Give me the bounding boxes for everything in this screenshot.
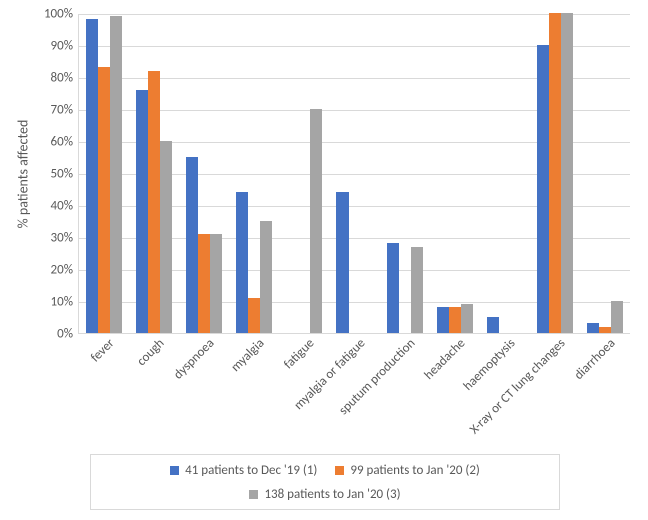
category: myalgia xyxy=(229,14,279,333)
category: headache xyxy=(430,14,480,333)
y-tick-label: 0% xyxy=(57,327,79,342)
y-tick-label: 70% xyxy=(51,103,79,118)
category: fatigue xyxy=(279,14,329,333)
bar xyxy=(449,307,461,333)
y-tick-label: 50% xyxy=(51,167,79,182)
category: cough xyxy=(129,14,179,333)
bar xyxy=(98,67,110,333)
y-tick-label: 30% xyxy=(51,231,79,246)
x-tick-label: headache xyxy=(418,333,468,383)
bar xyxy=(236,192,248,333)
y-tick-label: 100% xyxy=(44,7,79,22)
legend-item: 138 patients to Jan '20 (3) xyxy=(249,487,400,502)
bar xyxy=(537,45,549,333)
bar xyxy=(437,307,449,333)
legend-label: 41 patients to Dec '19 (1) xyxy=(185,463,317,478)
x-tick-label: fever xyxy=(85,333,117,365)
x-tick-label: diarrhoea xyxy=(569,333,619,383)
bar xyxy=(587,323,599,333)
x-tick-label: fatigue xyxy=(279,333,318,372)
y-axis-title: % patients affected xyxy=(15,120,32,229)
bars-container: fevercoughdyspnoeamyalgiafatiguemyalgia … xyxy=(79,14,630,333)
bar xyxy=(310,109,322,333)
bar xyxy=(487,317,499,333)
y-tick-label: 10% xyxy=(51,295,79,310)
y-tick-label: 20% xyxy=(51,263,79,278)
bar xyxy=(248,298,260,333)
bar xyxy=(549,13,561,333)
category: myalgia or fatigue xyxy=(329,14,379,333)
x-tick-label: myalgia xyxy=(226,333,268,375)
plot-area: 0%10%20%30%40%50%60%70%80%90%100%feverco… xyxy=(78,14,630,334)
category: X-ray or CT lung changes xyxy=(530,14,580,333)
legend-swatch xyxy=(170,466,179,475)
category: sputum production xyxy=(380,14,430,333)
bar xyxy=(148,71,160,333)
y-tick-label: 40% xyxy=(51,199,79,214)
bar xyxy=(186,157,198,333)
bar xyxy=(198,234,210,333)
x-tick-label: dyspnoea xyxy=(168,333,217,382)
bar xyxy=(210,234,222,333)
y-tick-label: 60% xyxy=(51,135,79,150)
bar xyxy=(387,243,399,333)
legend: 41 patients to Dec '19 (1) 99 patients to… xyxy=(90,454,560,510)
bar xyxy=(136,90,148,333)
bar xyxy=(336,192,348,333)
legend-item: 99 patients to Jan '20 (2) xyxy=(335,463,479,478)
x-tick-label: cough xyxy=(131,333,167,369)
bar xyxy=(160,141,172,333)
bar xyxy=(260,221,272,333)
bar xyxy=(411,247,423,333)
category: diarrhoea xyxy=(580,14,630,333)
legend-swatch xyxy=(335,466,344,475)
symptoms-bar-chart: 0%10%20%30%40%50%60%70%80%90%100%feverco… xyxy=(0,0,648,520)
category: fever xyxy=(79,14,129,333)
category: haemoptysis xyxy=(480,14,530,333)
legend-item: 41 patients to Dec '19 (1) xyxy=(170,463,317,478)
legend-label: 138 patients to Jan '20 (3) xyxy=(264,487,400,502)
bar xyxy=(611,301,623,333)
bar xyxy=(461,304,473,333)
y-tick-label: 80% xyxy=(51,71,79,86)
bar xyxy=(561,13,573,333)
y-tick-label: 90% xyxy=(51,39,79,54)
legend-swatch xyxy=(249,490,258,499)
category: dyspnoea xyxy=(179,14,229,333)
legend-label: 99 patients to Jan '20 (2) xyxy=(350,463,479,478)
bar xyxy=(86,19,98,333)
bar xyxy=(110,16,122,333)
